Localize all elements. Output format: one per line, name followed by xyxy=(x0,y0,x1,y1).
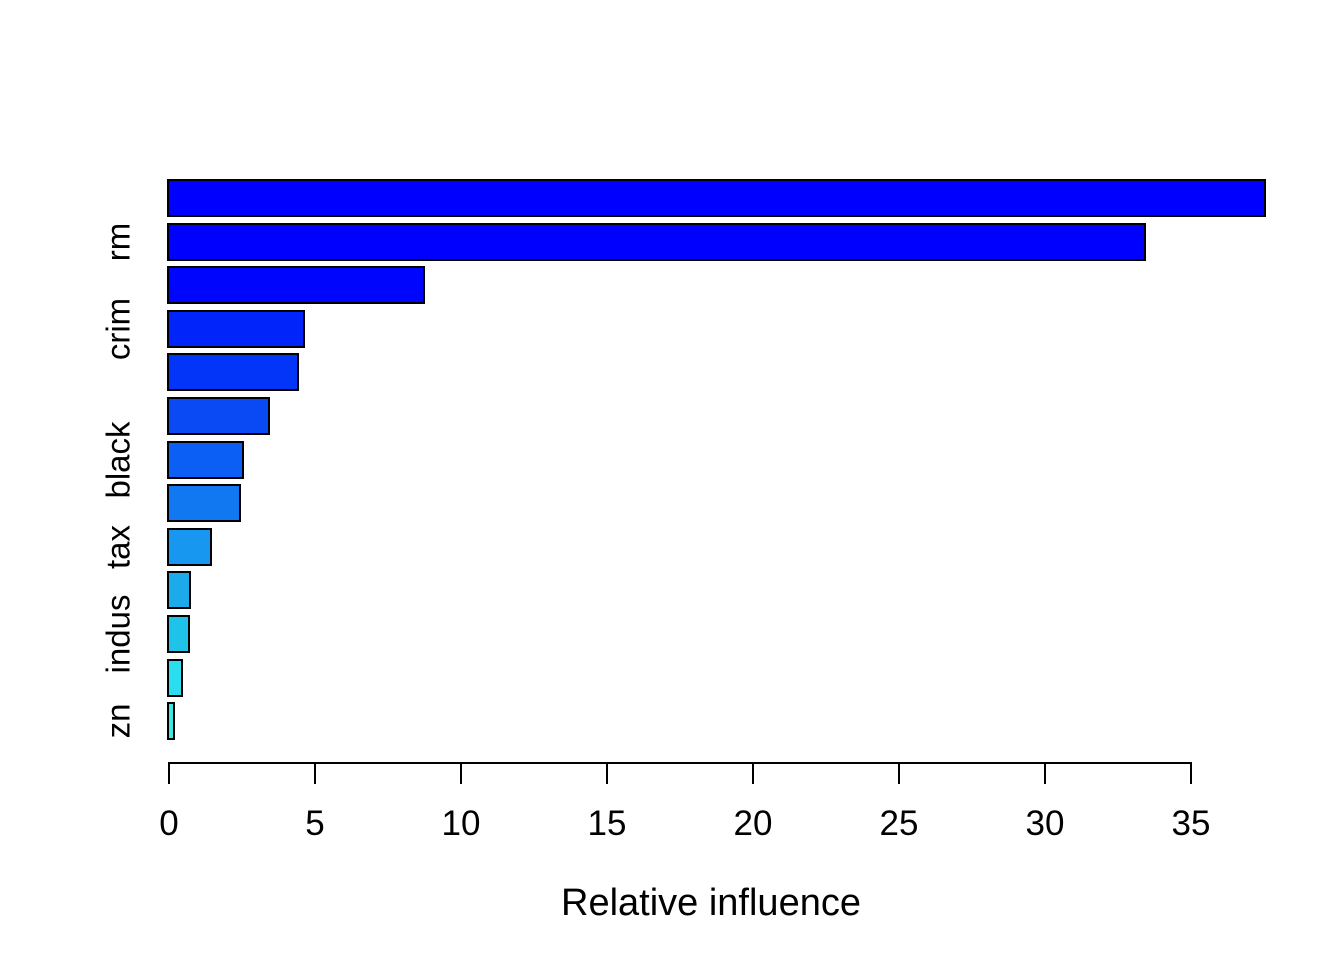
x-tick-35 xyxy=(1190,764,1192,784)
category-label-indus: indus xyxy=(99,594,137,674)
bar-black xyxy=(167,440,244,479)
x-tick-label-25: 25 xyxy=(879,804,919,843)
bar-zn xyxy=(167,702,176,741)
x-tick-label-5: 5 xyxy=(305,804,325,843)
x-tick-label-35: 35 xyxy=(1171,804,1211,843)
bar-rank-6 xyxy=(167,397,271,435)
x-tick-20 xyxy=(752,764,754,784)
bar-rank-1 xyxy=(167,179,1266,217)
x-tick-0 xyxy=(168,764,170,784)
bar-rm xyxy=(167,222,1147,261)
x-tick-label-10: 10 xyxy=(441,804,481,843)
bar-rank-8 xyxy=(167,484,242,523)
bar-tax xyxy=(167,527,212,566)
category-label-crim: crim xyxy=(99,297,137,360)
bar-rank-5 xyxy=(167,353,300,392)
x-tick-label-20: 20 xyxy=(733,804,773,843)
bar-rank-12 xyxy=(167,658,183,697)
bar-crim xyxy=(167,309,306,348)
x-tick-25 xyxy=(898,764,900,784)
category-label-tax: tax xyxy=(99,524,137,569)
x-tick-label-30: 30 xyxy=(1025,804,1065,843)
x-tick-label-0: 0 xyxy=(159,804,179,843)
x-axis-line xyxy=(168,762,1192,764)
x-tick-15 xyxy=(606,764,608,784)
bar-rank-3 xyxy=(167,266,426,305)
x-tick-label-15: 15 xyxy=(587,804,627,843)
category-label-zn: zn xyxy=(99,703,137,739)
category-label-rm: rm xyxy=(99,222,137,261)
x-tick-10 xyxy=(460,764,462,784)
x-tick-5 xyxy=(314,764,316,784)
bar-rank-10 xyxy=(167,571,192,610)
category-label-black: black xyxy=(99,421,137,499)
x-axis-title: Relative influence xyxy=(561,882,861,924)
bar-indus xyxy=(167,615,190,653)
x-tick-30 xyxy=(1044,764,1046,784)
